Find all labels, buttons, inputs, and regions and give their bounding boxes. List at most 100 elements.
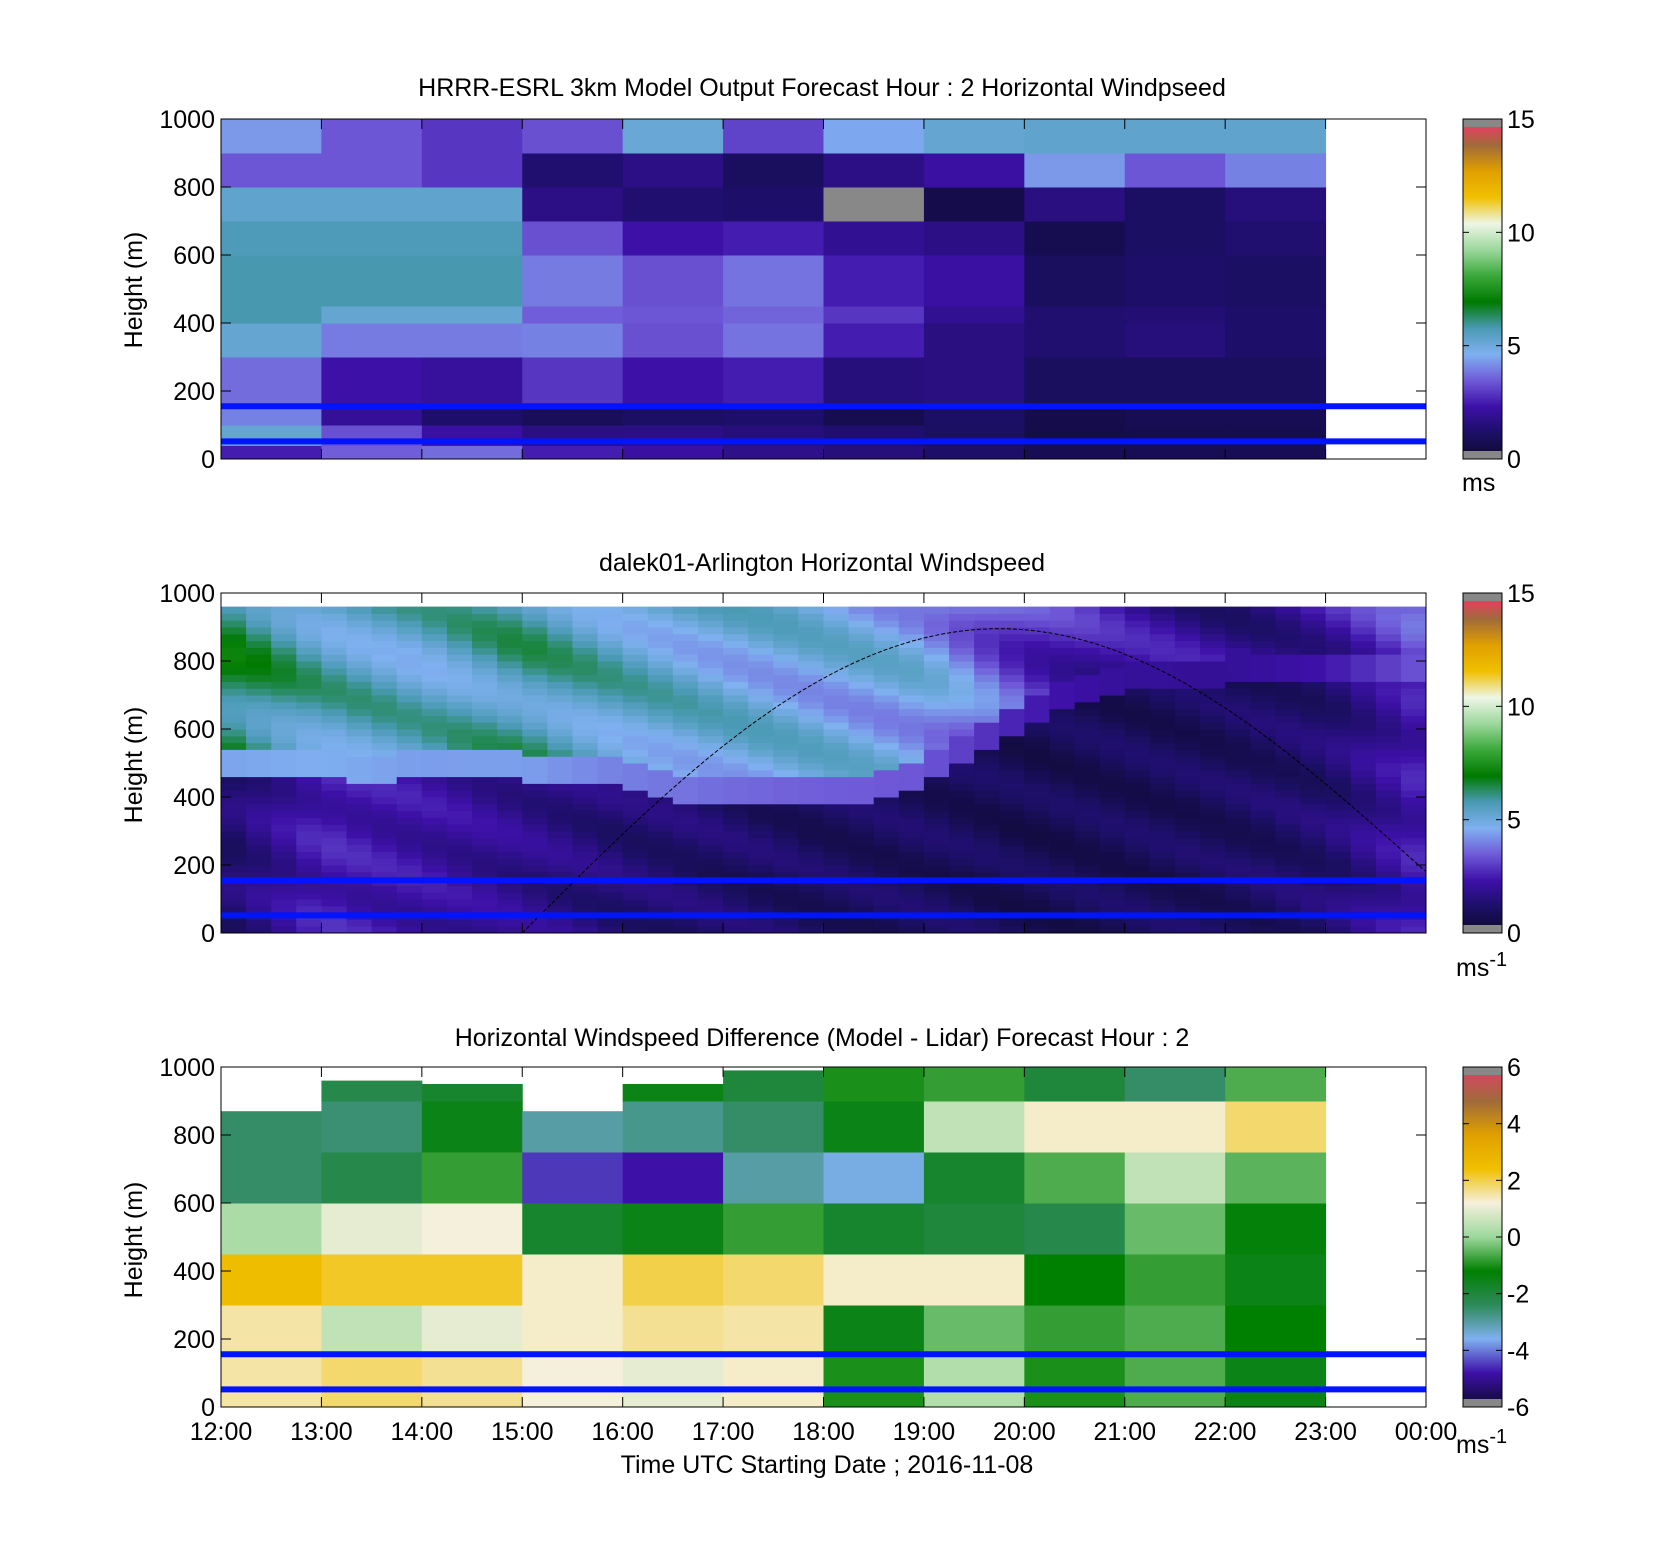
heatmap-cell — [1325, 824, 1352, 832]
heatmap-cell — [497, 701, 523, 710]
heatmap-cell — [798, 769, 824, 778]
heatmap-cell — [1049, 661, 1076, 669]
heatmap-cell — [823, 844, 850, 852]
heatmap-cell — [1350, 681, 1377, 689]
heatmap-cell — [1275, 695, 1301, 703]
heatmap-cell — [748, 674, 774, 682]
heatmap-cell — [647, 892, 674, 900]
heatmap-cell — [873, 661, 900, 669]
colorbar-overflow-bottom — [1463, 1399, 1502, 1407]
heatmap-cell — [1400, 837, 1427, 846]
heatmap-cell — [1325, 654, 1352, 662]
x-tick-label: 14:00 — [391, 1418, 454, 1446]
heatmap-cell — [1149, 661, 1176, 669]
heatmap-cell — [1275, 797, 1301, 805]
heatmap-cell — [999, 674, 1025, 682]
heatmap-cell — [723, 708, 749, 716]
heatmap-cell — [396, 715, 423, 723]
heatmap-cell — [472, 627, 498, 635]
heatmap-cell — [547, 613, 573, 621]
heatmap-cell — [1049, 647, 1076, 655]
heatmap-cell — [1275, 803, 1301, 812]
heatmap-cell — [421, 1101, 523, 1153]
colorbar-overflow-top — [1463, 593, 1502, 601]
heatmap-cell — [396, 871, 423, 880]
heatmap-cell — [1099, 681, 1126, 689]
heatmap-cell — [296, 926, 322, 934]
heatmap-cell — [672, 803, 699, 812]
heatmap-cell — [748, 837, 774, 846]
heatmap-cell — [697, 667, 724, 676]
heatmap-cell — [974, 606, 1000, 614]
heatmap-cell — [1074, 742, 1101, 750]
heatmap-cell — [221, 187, 322, 222]
heatmap-cell — [522, 715, 548, 723]
heatmap-cell — [221, 357, 322, 406]
heatmap-cell — [497, 776, 523, 784]
heatmap-cell — [773, 749, 799, 757]
heatmap-cell — [622, 627, 649, 635]
heatmap-cell — [522, 674, 548, 682]
heatmap-cell — [1400, 783, 1427, 791]
heatmap-cell — [1350, 667, 1377, 676]
heatmap-cell — [1375, 708, 1402, 716]
heatmap-cell — [798, 817, 824, 825]
heatmap-cell — [346, 783, 373, 791]
heatmap-cell — [1400, 803, 1427, 812]
heatmap-cell — [873, 708, 900, 716]
heatmap-cell — [321, 756, 348, 764]
heatmap-cell — [873, 905, 900, 914]
heatmap-cell — [999, 722, 1025, 730]
heatmap-cell — [1225, 221, 1327, 256]
heatmap-cell — [1024, 306, 1126, 324]
heatmap-cell — [697, 871, 724, 880]
heatmap-cell — [321, 1254, 423, 1306]
heatmap-cell — [773, 769, 799, 778]
heatmap-cell — [1200, 824, 1226, 832]
heatmap-cell — [949, 647, 975, 655]
heatmap-cell — [346, 790, 373, 798]
heatmap-cell — [1250, 892, 1276, 900]
heatmap-cell — [1325, 681, 1352, 689]
heatmap-cell — [1400, 715, 1427, 723]
heatmap-cell — [672, 708, 699, 716]
heatmap-cell — [1099, 831, 1126, 839]
heatmap-cell — [1225, 844, 1251, 852]
heatmap-cell — [723, 763, 749, 771]
heatmap-cell — [773, 667, 799, 676]
heatmap-cell — [472, 783, 498, 791]
heatmap-cell — [1049, 885, 1076, 893]
heatmap-cell — [472, 606, 498, 614]
heatmap-cell — [446, 831, 473, 839]
heatmap-cell — [1400, 735, 1427, 744]
heatmap-cell — [622, 708, 649, 716]
heatmap-cell — [923, 817, 950, 825]
heatmap-cell — [723, 837, 749, 846]
heatmap-cell — [873, 729, 900, 737]
heatmap-cell — [346, 885, 373, 893]
heatmap-cell — [1024, 885, 1050, 893]
heatmap-cell — [1350, 729, 1377, 737]
heatmap-cell — [271, 919, 297, 927]
heatmap-cell — [321, 306, 423, 324]
heatmap-cell — [1275, 763, 1301, 771]
heatmap-cell — [1024, 221, 1126, 256]
heatmap-cell — [949, 667, 975, 676]
panel-model: HRRR-ESRL 3km Model Output Forecast Hour… — [120, 74, 1535, 497]
heatmap-cell — [246, 885, 272, 893]
heatmap-cell — [371, 776, 398, 784]
heatmap-cell — [647, 742, 674, 750]
heatmap-cell — [898, 851, 925, 859]
heatmap-cell — [371, 769, 398, 778]
heatmap-cell — [647, 633, 674, 642]
heatmap-cell — [1375, 844, 1402, 852]
heatmap-cell — [421, 1305, 523, 1357]
heatmap-cell — [497, 790, 523, 798]
heatmap-cell — [672, 858, 699, 866]
heatmap-cell — [597, 627, 624, 635]
heatmap-cell — [1300, 865, 1327, 873]
heatmap-cell — [1300, 756, 1327, 764]
heatmap-cell — [1275, 729, 1301, 737]
heatmap-cell — [472, 647, 498, 655]
y-axis-label: Height (m) — [120, 232, 148, 349]
